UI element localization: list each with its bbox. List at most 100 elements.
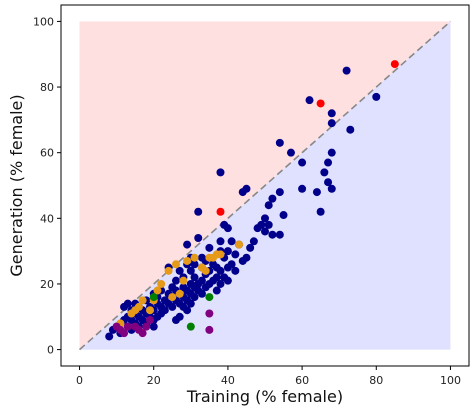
data-point	[171, 276, 180, 285]
data-point	[138, 296, 147, 305]
data-points	[105, 60, 399, 341]
data-point	[216, 168, 225, 177]
x-tick-label: 20	[147, 374, 161, 387]
data-point	[201, 266, 210, 275]
data-point	[320, 168, 329, 177]
y-axis-label: Generation (% female)	[7, 94, 26, 276]
y-tick-label: 20	[40, 278, 54, 291]
data-point	[205, 243, 214, 252]
data-point	[312, 188, 321, 197]
data-point	[190, 253, 199, 262]
data-point	[216, 207, 225, 216]
data-point	[279, 211, 288, 220]
x-tick-label: 40	[221, 374, 235, 387]
data-point	[205, 325, 214, 334]
data-point	[223, 276, 232, 285]
data-point	[223, 224, 232, 233]
data-point	[390, 60, 399, 69]
data-point	[316, 207, 325, 216]
data-point	[175, 266, 184, 275]
x-axis-ticks: 0 20 40 60 80 100	[76, 366, 461, 387]
data-point	[324, 178, 333, 187]
data-point	[298, 184, 307, 193]
data-point	[327, 148, 336, 157]
data-point	[164, 266, 173, 275]
data-point	[372, 92, 381, 101]
data-point	[190, 273, 199, 282]
data-point	[168, 302, 177, 311]
data-point	[264, 220, 273, 229]
data-point	[212, 286, 221, 295]
y-tick-label: 0	[47, 344, 54, 357]
data-point	[268, 230, 277, 239]
data-point	[105, 332, 114, 341]
data-point	[242, 184, 251, 193]
x-tick-label: 60	[295, 374, 309, 387]
diagonal-reference-line	[79, 20, 451, 351]
data-point	[227, 237, 236, 246]
data-point	[324, 158, 333, 167]
data-point	[157, 279, 166, 288]
x-tick-label: 100	[440, 374, 461, 387]
data-point	[216, 266, 225, 275]
data-point	[327, 184, 336, 193]
y-tick-label: 40	[40, 212, 54, 225]
data-point	[316, 99, 325, 108]
x-axis-label: Training (% female)	[186, 387, 343, 406]
data-point	[120, 329, 129, 338]
data-point	[190, 260, 199, 269]
data-point	[216, 250, 225, 259]
data-point	[342, 66, 351, 75]
data-point	[275, 188, 284, 197]
data-point	[261, 227, 269, 236]
data-point	[183, 256, 192, 265]
data-point	[175, 289, 184, 298]
data-point	[261, 214, 269, 223]
data-point	[123, 299, 132, 308]
data-point	[286, 148, 295, 157]
y-tick-label: 100	[33, 15, 54, 28]
data-point	[212, 273, 221, 282]
data-point	[197, 289, 206, 298]
data-point	[275, 138, 284, 147]
data-point	[249, 237, 258, 246]
data-point	[227, 260, 236, 269]
data-point	[346, 125, 355, 134]
data-point	[194, 207, 203, 216]
x-tick-label: 80	[369, 374, 383, 387]
data-point	[186, 322, 195, 331]
data-point	[190, 293, 199, 302]
data-point	[275, 230, 284, 239]
data-point	[194, 234, 203, 243]
data-point	[146, 306, 155, 315]
y-tick-label: 80	[40, 81, 54, 94]
data-point	[231, 266, 240, 275]
data-point	[231, 250, 240, 259]
data-point	[138, 329, 147, 338]
y-tick-label: 60	[40, 147, 54, 160]
data-point	[160, 306, 169, 315]
data-point	[242, 253, 251, 262]
data-point	[216, 237, 225, 246]
data-point	[246, 243, 255, 252]
data-point	[264, 201, 273, 210]
data-point	[171, 260, 180, 269]
data-point	[298, 158, 307, 167]
data-point	[223, 247, 232, 256]
data-point	[235, 240, 244, 249]
data-point	[327, 119, 336, 128]
data-point	[183, 240, 192, 249]
data-point	[305, 96, 314, 105]
data-point	[175, 312, 184, 321]
data-point	[123, 322, 132, 331]
data-point	[205, 309, 214, 318]
data-point	[183, 306, 192, 315]
data-point	[186, 299, 195, 308]
data-point	[149, 322, 158, 331]
data-point	[186, 266, 195, 275]
data-point	[216, 279, 225, 288]
x-tick-label: 0	[76, 374, 83, 387]
data-point	[146, 316, 155, 325]
data-point	[268, 194, 277, 203]
